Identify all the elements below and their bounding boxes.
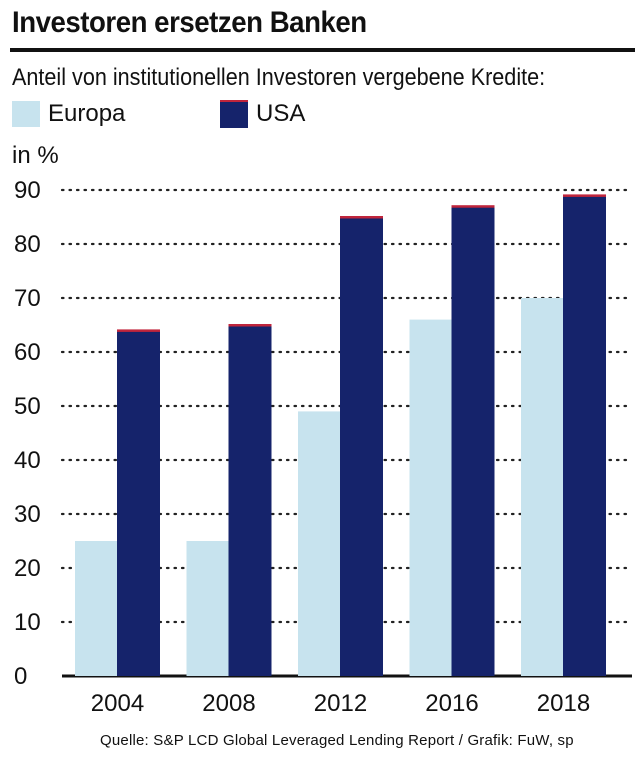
legend-swatch-usa bbox=[220, 100, 248, 128]
source-note: Quelle: S&P LCD Global Leveraged Lending… bbox=[100, 732, 574, 749]
chart-title: Investoren ersetzen Banken bbox=[12, 6, 367, 39]
x-tick-label-2004: 2004 bbox=[91, 690, 144, 717]
bar-europa-2008 bbox=[186, 541, 230, 676]
y-tick-label-60: 60 bbox=[14, 339, 41, 366]
bar-usa-top-2016 bbox=[451, 205, 495, 208]
y-tick-label-10: 10 bbox=[14, 609, 41, 636]
bar-usa-2012 bbox=[340, 217, 383, 676]
x-tick-label-2012: 2012 bbox=[314, 690, 367, 717]
y-tick-label-20: 20 bbox=[14, 555, 41, 582]
bar-usa-2004 bbox=[117, 330, 160, 676]
x-tick-label-2018: 2018 bbox=[537, 690, 590, 717]
y-tick-label-90: 90 bbox=[14, 177, 41, 204]
bar-europa-2018 bbox=[521, 298, 564, 676]
y-tick-label-40: 40 bbox=[14, 447, 41, 474]
bar-usa-top-2008 bbox=[228, 324, 272, 327]
legend-label-europa: Europa bbox=[48, 100, 126, 127]
x-tick-label-2016: 2016 bbox=[425, 690, 478, 717]
title-rule bbox=[10, 48, 635, 52]
bar-usa-top-2018 bbox=[563, 194, 606, 197]
bar-usa-top-2012 bbox=[340, 216, 383, 219]
bar-usa-2018 bbox=[563, 195, 606, 676]
chart-subtitle: Anteil von institutionellen Investoren v… bbox=[12, 64, 546, 91]
legend-item-europa: Europa bbox=[12, 100, 125, 128]
y-tick-label-70: 70 bbox=[14, 285, 41, 312]
y-tick-label-50: 50 bbox=[14, 393, 41, 420]
bar-europa-2016 bbox=[409, 319, 453, 676]
y-tick-label-80: 80 bbox=[14, 231, 41, 258]
legend-label-usa: USA bbox=[256, 100, 306, 127]
bar-usa-2016 bbox=[451, 206, 495, 676]
y-axis-unit: in % bbox=[12, 142, 59, 169]
y-tick-label-30: 30 bbox=[14, 501, 41, 528]
bar-europa-2004 bbox=[75, 541, 118, 676]
bar-usa-2008 bbox=[228, 325, 272, 676]
y-tick-label-0: 0 bbox=[14, 663, 27, 690]
bar-usa-top-2004 bbox=[117, 329, 160, 332]
legend-swatch-europa bbox=[12, 101, 40, 127]
x-tick-label-2008: 2008 bbox=[202, 690, 255, 717]
bar-europa-2012 bbox=[298, 411, 341, 676]
legend-item-usa: USA bbox=[220, 100, 305, 128]
